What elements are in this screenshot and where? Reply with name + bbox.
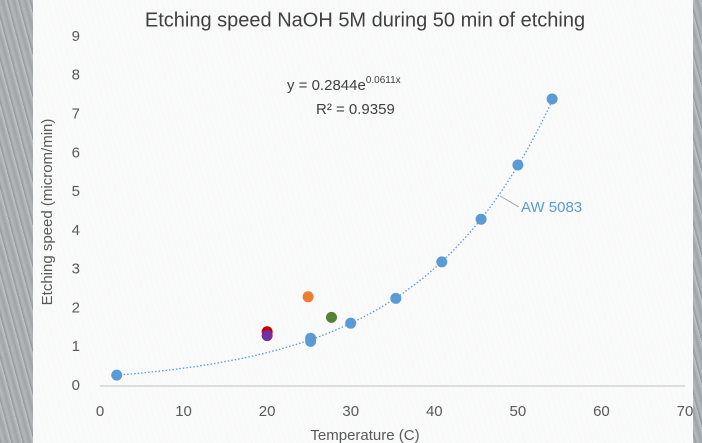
x-tick-label: 30: [342, 403, 359, 420]
x-tick-label: 60: [593, 403, 610, 420]
data-point: [261, 330, 273, 342]
y-tick-label: 4: [72, 222, 80, 239]
x-tick-label: 10: [175, 403, 192, 420]
x-axis-label: Temperature (C): [310, 427, 419, 443]
y-axis-label: Etching speed (microm/min): [39, 119, 56, 306]
data-point: [305, 335, 317, 347]
x-tick-label: 0: [96, 403, 104, 420]
y-tick-label: 9: [72, 28, 80, 45]
y-tick-label: 3: [72, 261, 80, 278]
data-point: [111, 369, 123, 381]
y-tick-label: 7: [72, 106, 80, 123]
equation-base: y = 0.2844e: [287, 77, 366, 94]
x-tick-label: 40: [426, 403, 443, 420]
y-tick-label: 8: [72, 67, 80, 84]
data-point: [436, 256, 448, 268]
r-squared: R² = 0.9359: [316, 101, 395, 118]
series-label: AW 5083: [521, 199, 582, 216]
equation-exponent: 0.0611x: [366, 75, 401, 86]
chart-title: Etching speed NaOH 5M during 50 min of e…: [145, 9, 585, 31]
y-tick-label: 6: [72, 144, 80, 161]
data-point: [390, 292, 402, 304]
chart-panel: [33, 0, 693, 443]
data-point: [475, 213, 487, 225]
data-point: [546, 93, 558, 105]
x-tick-label: 50: [510, 403, 527, 420]
y-tick-label: 0: [72, 377, 80, 394]
equation: y = 0.2844e0.0611x: [287, 75, 401, 94]
label-leader: [499, 195, 520, 208]
data-point: [302, 291, 314, 303]
y-tick-label: 2: [72, 299, 80, 316]
y-tick-label: 5: [72, 183, 80, 200]
data-point: [325, 311, 337, 323]
x-tick-label: 20: [259, 403, 276, 420]
data-point: [345, 317, 357, 329]
y-tick-label: 1: [72, 338, 80, 355]
data-point: [512, 159, 524, 171]
x-tick-label: 70: [677, 403, 694, 420]
